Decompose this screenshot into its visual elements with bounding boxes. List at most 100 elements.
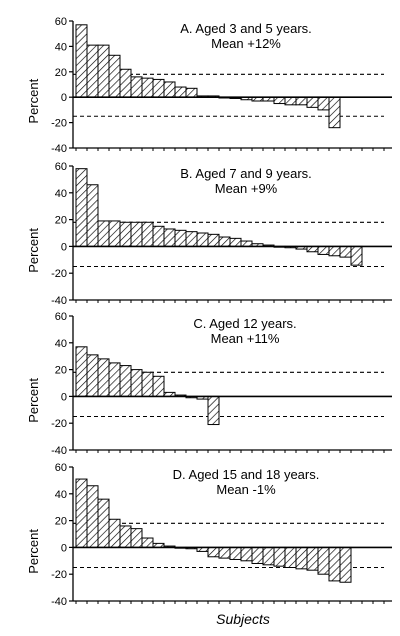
bar	[97, 358, 110, 397]
y-tick-label: 40	[55, 41, 67, 53]
y-tick-label: 60	[55, 462, 67, 474]
y-tick-label: 20	[55, 516, 67, 528]
bar	[108, 54, 121, 98]
panel-d: 60 40 20 0 -20 -40 Percent D. Aged 15 and 18 ye…	[26, 462, 392, 608]
bar	[86, 184, 99, 247]
bar	[152, 375, 165, 397]
bar	[273, 546, 286, 567]
bar	[284, 96, 297, 106]
y-tick-label: -20	[51, 268, 67, 280]
y-tick-label: 0	[61, 241, 67, 253]
bar	[240, 240, 253, 247]
bar	[339, 245, 352, 258]
bar	[141, 537, 154, 548]
bar	[152, 78, 165, 98]
y-tick-label: -20	[51, 569, 67, 581]
bar	[207, 546, 220, 558]
bar	[273, 96, 286, 105]
bar	[75, 346, 88, 397]
y-tick-label: -40	[51, 445, 67, 457]
bar	[86, 485, 99, 548]
panel-title: C. Aged 12 years.	[193, 316, 296, 331]
y-tick-label: 0	[61, 542, 67, 554]
bar	[207, 233, 220, 247]
y-tick-label: 60	[55, 16, 67, 28]
bar	[185, 231, 198, 247]
bar	[328, 96, 341, 129]
y-tick-label: 40	[55, 338, 67, 350]
bar	[317, 546, 330, 575]
bar	[295, 96, 308, 106]
bar	[152, 225, 165, 247]
bar	[75, 478, 88, 548]
bar	[163, 228, 176, 247]
bar	[108, 220, 121, 247]
bar	[306, 96, 319, 108]
y-tick-label: 20	[55, 365, 67, 377]
panel-title: A. Aged 3 and 5 years.	[180, 21, 312, 36]
bar	[119, 68, 132, 98]
bar	[141, 77, 154, 98]
bar	[119, 525, 132, 548]
bar	[163, 81, 176, 98]
x-axis-label: Subjects	[216, 611, 270, 627]
bar	[262, 546, 275, 566]
bar	[284, 546, 297, 569]
y-tick-label: -40	[51, 596, 67, 608]
panel-subtitle: Mean -1%	[216, 482, 276, 497]
bar	[306, 245, 319, 253]
y-tick-label: 40	[55, 489, 67, 501]
y-axis-label: Percent	[26, 228, 41, 273]
bar	[174, 86, 187, 98]
panel-title: D. Aged 15 and 18 years.	[173, 467, 320, 482]
bar	[207, 395, 220, 426]
bar	[185, 87, 198, 98]
bar	[328, 546, 341, 582]
bar	[130, 369, 143, 397]
bar	[229, 546, 242, 560]
bar	[86, 44, 99, 98]
panel-b: 60 40 20 0 -20 -40 Percent B. Aged 7 and 9 year…	[26, 161, 392, 307]
bar	[339, 546, 352, 583]
bar	[229, 237, 242, 247]
panel-a: 60 40 20 0 -20 -40 Percent A. Aged 3 and 5 year…	[26, 16, 392, 155]
y-axis-label: Percent	[26, 529, 41, 574]
bar	[218, 236, 231, 247]
bar	[218, 546, 231, 559]
y-tick-label: 60	[55, 311, 67, 323]
y-tick-label: 20	[55, 67, 67, 79]
bar	[108, 518, 121, 548]
y-axis-label: Percent	[26, 378, 41, 423]
bar	[75, 168, 88, 247]
bar	[251, 546, 264, 564]
panel-title: B. Aged 7 and 9 years.	[180, 166, 312, 181]
panel-c: 60 40 20 0 -20 -40 Percent C. Aged 12 years.Mea…	[26, 311, 392, 457]
bar	[317, 96, 330, 111]
bar	[108, 362, 121, 397]
y-tick-label: 0	[61, 391, 67, 403]
y-tick-label: 60	[55, 161, 67, 173]
bar	[97, 498, 110, 548]
bar	[97, 44, 110, 98]
panel-subtitle: Mean +12%	[211, 36, 281, 51]
bar	[130, 528, 143, 548]
bar	[141, 221, 154, 247]
bar	[317, 245, 330, 255]
bar	[97, 220, 110, 247]
y-tick-label: -40	[51, 143, 67, 155]
panel-subtitle: Mean +11%	[211, 331, 280, 346]
bar	[119, 365, 132, 397]
panel-subtitle: Mean +9%	[215, 181, 278, 196]
bar	[295, 546, 308, 570]
bar	[86, 354, 99, 397]
bar	[130, 76, 143, 98]
bar	[75, 24, 88, 98]
y-tick-label: -20	[51, 118, 67, 130]
bar	[328, 245, 341, 257]
y-axis-label: Percent	[26, 78, 41, 123]
y-tick-label: -40	[51, 295, 67, 307]
bar	[350, 245, 363, 266]
bar	[141, 371, 154, 397]
y-tick-label: 0	[61, 92, 67, 104]
